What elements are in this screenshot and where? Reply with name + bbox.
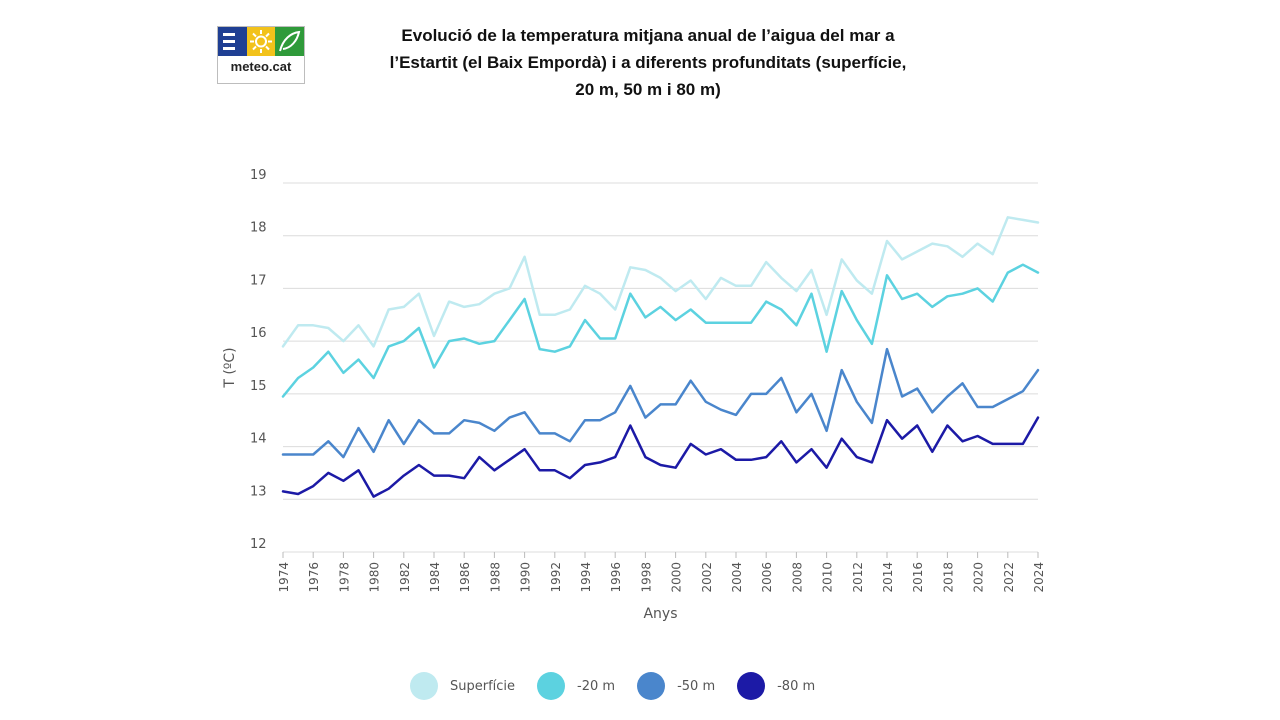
x-tick-label: 1992 [549, 562, 563, 593]
legend-swatch [410, 672, 438, 700]
y-tick-label: 12 [250, 537, 267, 552]
y-tick-label: 19 [250, 168, 267, 183]
y-tick-label: 13 [250, 484, 267, 499]
x-tick-label: 2004 [730, 562, 744, 593]
chart-title-line-3: 20 m, 50 m i 80 m) [575, 80, 721, 99]
y-tick-label: 18 [250, 221, 267, 236]
leaf-icon [275, 27, 304, 56]
legend-label: -20 m [577, 678, 616, 694]
x-tick-label: 2016 [911, 562, 925, 593]
y-tick-label: 17 [250, 273, 267, 288]
x-axis-label: Anys [643, 606, 677, 622]
x-tick-label: 1986 [458, 562, 472, 593]
logo-icon-strip [218, 27, 304, 56]
x-tick-label: 1990 [519, 562, 533, 593]
menu-bars-icon [218, 27, 247, 56]
series-line-1 [281, 263, 1040, 398]
legend-item-1: -20 m [537, 672, 615, 700]
logo-text: meteo.cat [230, 59, 292, 74]
x-tick-label: 2008 [790, 562, 804, 593]
x-tick-label: 1980 [368, 562, 382, 593]
x-tick-label: 2020 [972, 562, 986, 593]
legend-item-0: Superfície [410, 672, 515, 700]
y-tick-label: 15 [250, 379, 267, 394]
x-tick-label: 2002 [700, 562, 714, 593]
sun-icon [247, 27, 275, 56]
x-tick-label: 2012 [851, 562, 865, 593]
y-tick-label: 16 [250, 326, 267, 341]
x-tick-label: 1996 [609, 562, 623, 593]
legend-swatch [537, 672, 566, 700]
x-tick-label: 1978 [337, 562, 351, 593]
legend-item-2: -50 m [637, 672, 715, 700]
x-tick-label: 2014 [881, 562, 895, 593]
x-tick-label: 1998 [639, 562, 653, 593]
x-tick-label: 1984 [428, 562, 442, 593]
x-tick-label: 1988 [488, 562, 502, 593]
legend-swatch [737, 672, 766, 700]
series-line-3 [281, 416, 1040, 498]
series-line-0 [281, 216, 1040, 348]
legend-item-3: -80 m [737, 672, 815, 700]
meteocat-logo: meteo.cat [217, 26, 305, 84]
x-tick-label: 2010 [821, 562, 835, 593]
y-tick-label: 14 [250, 432, 267, 447]
series-line-2 [281, 347, 1040, 459]
x-tick-label: 2018 [941, 562, 955, 593]
legend-label: Superfície [450, 678, 516, 694]
chart-title-line-2: l’Estartit (el Baix Empordà) i a diferen… [389, 53, 907, 72]
legend-label: -80 m [777, 678, 816, 694]
chart-legend: Superfície -20 m -50 m -80 m [410, 670, 837, 702]
x-tick-label: 2000 [670, 562, 684, 593]
x-tick-label: 1974 [277, 562, 291, 593]
x-tick-label: 1982 [398, 562, 412, 593]
x-tick-label: 2022 [1002, 562, 1016, 593]
chart-title: Evolució de la temperatura mitjana anual… [318, 22, 978, 103]
x-tick-label: 1976 [307, 562, 321, 593]
x-tick-label: 2024 [1032, 562, 1046, 593]
x-tick-label: 2006 [760, 562, 774, 593]
chart-title-line-1: Evolució de la temperatura mitjana anual… [401, 26, 895, 45]
legend-swatch [637, 672, 666, 700]
legend-label: -50 m [677, 678, 716, 694]
x-tick-label: 1994 [579, 562, 593, 593]
y-axis-label: T (ºC) [222, 347, 238, 388]
